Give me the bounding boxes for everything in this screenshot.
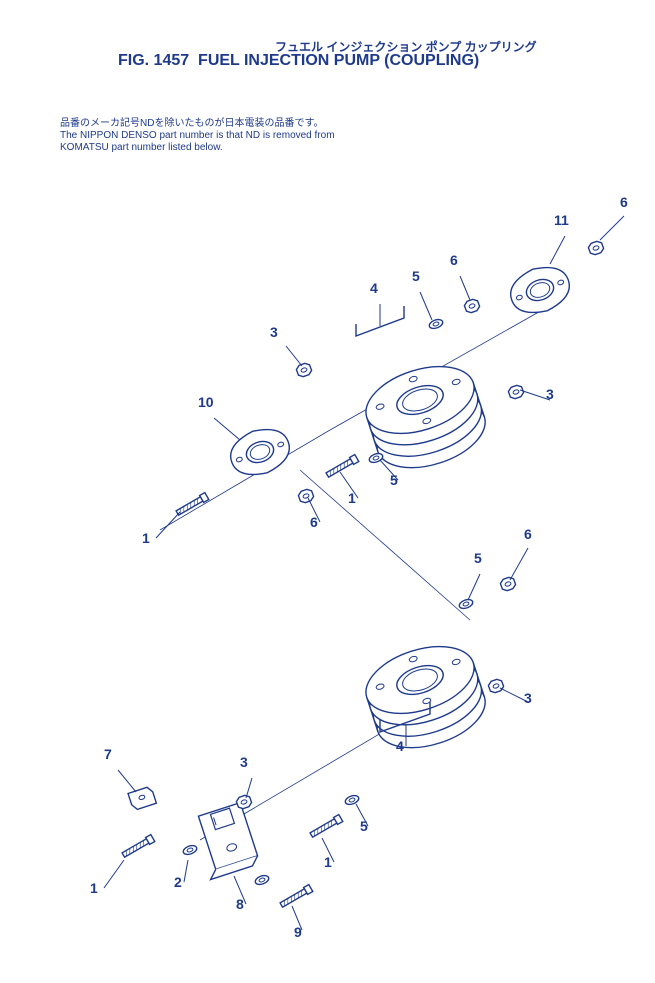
callout-c2: 2: [174, 874, 182, 890]
part-bolt-1-bottom-left: [121, 835, 154, 859]
exploded-diagram: [0, 0, 655, 983]
part-flange-10: [224, 421, 295, 483]
part-washer-5-upper: [428, 318, 444, 330]
callout-c5b: 5: [390, 472, 398, 488]
part-bracket-8: [191, 803, 260, 880]
callout-c9: 9: [294, 924, 302, 940]
part-bolt-1-bottom-mid: [309, 815, 342, 839]
callout-c3a: 3: [270, 324, 278, 340]
part-bolt-9: [279, 885, 312, 909]
callout-c5a: 5: [412, 268, 420, 284]
part-nut-6-mid: [297, 488, 314, 504]
callout-c8: 8: [236, 896, 244, 912]
callout-c5d: 5: [360, 818, 368, 834]
callout-c1d: 1: [324, 854, 332, 870]
callout-c3c: 3: [524, 690, 532, 706]
part-washer-5-bottom: [344, 794, 360, 806]
part-washer-2: [182, 844, 198, 856]
callout-c10: 10: [198, 394, 214, 410]
part-disc-stack-lower: [357, 634, 493, 760]
callout-c6b: 6: [450, 252, 458, 268]
callout-c1a: 1: [348, 490, 356, 506]
callout-c5c: 5: [474, 550, 482, 566]
part-nut-3-upper-right: [507, 384, 524, 400]
part-small-block-7: [128, 786, 156, 811]
callout-c3d: 3: [240, 754, 248, 770]
part-flange-11: [504, 259, 575, 321]
callout-c6c: 6: [310, 514, 318, 530]
callout-c1c: 1: [90, 880, 98, 896]
part-nut-3-upper-left: [295, 362, 312, 378]
callout-c1b: 1: [142, 530, 150, 546]
part-nut-6-lower-right: [499, 576, 516, 592]
callout-c4a: 4: [370, 280, 378, 296]
part-washer-5-lower-right: [458, 598, 474, 610]
callout-c6a: 6: [620, 194, 628, 210]
part-nut-3-lower-right: [487, 678, 504, 694]
callout-c3b: 3: [546, 386, 554, 402]
callout-c4b: 4: [396, 738, 404, 754]
callout-c6d: 6: [524, 526, 532, 542]
part-nut-6-upper: [463, 298, 480, 314]
page-root: フュエル インジェクション ポンプ カップリング FIG. 1457 FUEL …: [0, 0, 655, 983]
callout-c11: 11: [554, 212, 569, 228]
part-washer-2b: [254, 874, 270, 886]
part-nut-3-bottom: [235, 794, 252, 810]
callout-c7: 7: [104, 746, 112, 762]
part-nut-6-top-right: [587, 240, 604, 256]
